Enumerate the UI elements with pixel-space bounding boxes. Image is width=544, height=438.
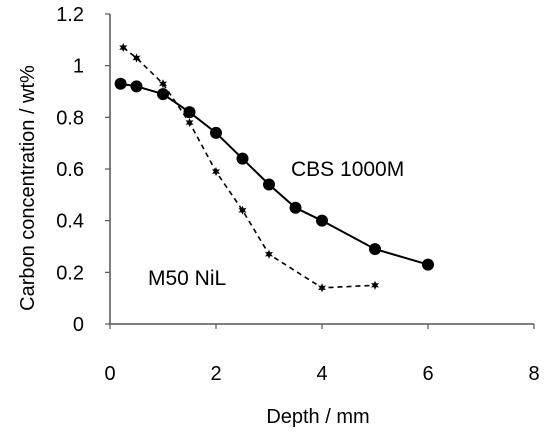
y-tick-label: 1.2 [56,4,84,26]
y-tick-label: 0 [73,314,84,336]
data-point [236,152,249,165]
x-axis-ticks: 0 2 4 6 8 [104,324,540,385]
y-axis-ticks: 0 0.2 0.4 0.6 0.8 1 1.2 [56,4,110,336]
x-axis-title: Depth / mm [266,406,369,428]
data-point [159,79,167,89]
data-point [371,280,379,290]
data-point [422,258,434,271]
data-point [130,80,143,93]
data-point [318,283,326,293]
data-point [210,126,222,139]
data-point [238,205,247,215]
data-point [263,178,275,191]
data-point [183,106,196,119]
data-point [369,243,381,256]
data-point [265,249,273,259]
series-0 [114,77,434,271]
x-tick-label: 0 [104,363,115,385]
series-label-cbs-1000m: CBS 1000M [291,158,404,181]
data-point [157,88,169,101]
data-point [132,53,141,63]
data-point [289,201,302,214]
y-tick-label: 0.8 [56,107,84,129]
data-point [114,77,127,90]
y-axis-title: Carbon concentration / wt% [17,65,39,311]
x-tick-label: 6 [422,363,433,385]
data-point [316,214,328,227]
y-tick-label: 0.6 [56,159,84,181]
series-1 [119,42,379,293]
x-tick-label: 2 [210,363,221,385]
data-point [212,166,220,177]
y-tick-label: 0.2 [56,262,84,284]
y-tick-label: 0.4 [56,211,84,233]
series-layer [114,42,434,293]
x-tick-label: 8 [528,363,539,385]
series-label-m50-nil: M50 NiL [148,267,226,290]
data-point [119,42,128,53]
data-point [185,117,194,128]
x-tick-label: 4 [316,363,327,385]
y-tick-label: 1 [73,56,84,78]
